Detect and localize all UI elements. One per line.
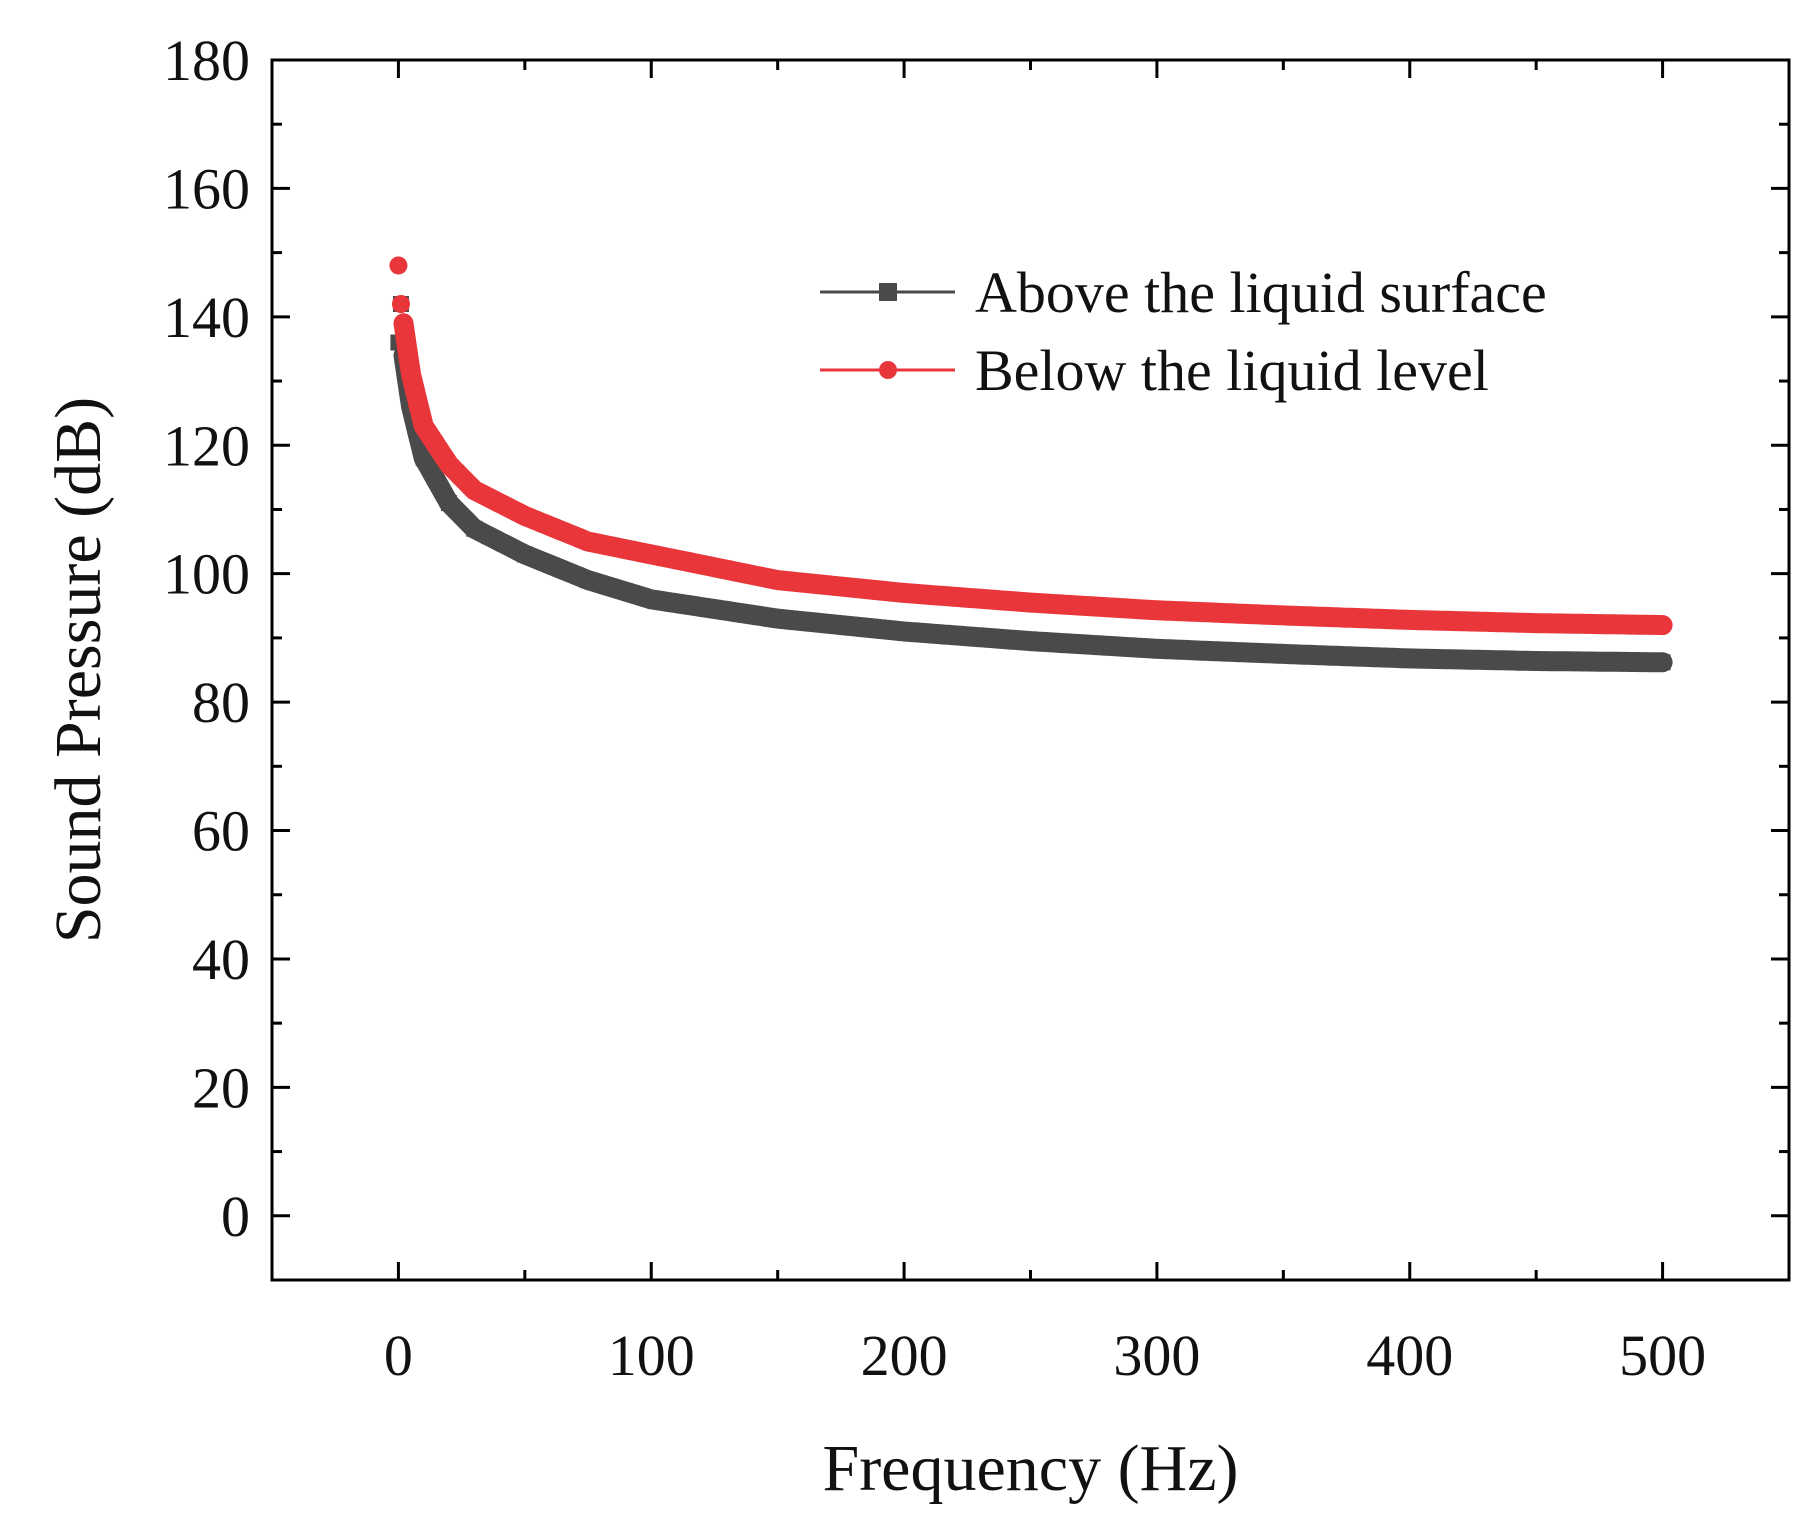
data-point [1654, 654, 1671, 671]
y-tick-label: 20 [192, 1055, 250, 1120]
data-point [580, 572, 597, 589]
legend-marker-circle [879, 361, 897, 379]
x-tick-label: 500 [1619, 1323, 1706, 1388]
series-below [389, 256, 1673, 636]
data-point [439, 455, 458, 474]
y-tick-label: 80 [192, 670, 250, 735]
data-point [415, 450, 432, 467]
data-point [1147, 601, 1166, 620]
data-point [1275, 645, 1292, 662]
data-point [1022, 633, 1039, 650]
data-point [414, 417, 433, 435]
legend-label-below: Below the liquid level [975, 338, 1489, 403]
data-point [1527, 614, 1546, 633]
y-tick-label: 60 [192, 799, 250, 864]
legend-entry-below: Below the liquid level [820, 338, 1489, 403]
tick-label-layer: 0 100 200 300 400 500 0 20 40 60 80 100 120 140 160 180 [163, 28, 1706, 1388]
legend-label-above: Above the liquid surface [975, 260, 1547, 325]
y-tick-label: 140 [163, 285, 250, 350]
data-point [1528, 653, 1545, 670]
x-tick-label: 400 [1366, 1323, 1453, 1388]
y-tick-label: 160 [163, 156, 250, 221]
data-point [465, 481, 484, 500]
data-point [1653, 616, 1672, 635]
data-point [466, 520, 483, 537]
x-tick-label: 200 [861, 1323, 948, 1388]
data-point [394, 314, 413, 333]
data-point [1401, 650, 1418, 667]
legend: Above the liquid surface Below the liqui… [820, 260, 1547, 403]
tick-layer [270, 58, 1791, 1282]
data-point [642, 545, 661, 564]
x-axis-title: Frequency (Hz) [823, 1432, 1239, 1505]
legend-marker-square [879, 283, 897, 301]
data-point [1400, 610, 1419, 629]
data-point [389, 256, 408, 275]
y-tick-label: 180 [163, 28, 250, 93]
legend-entry-above: Above the liquid surface [820, 260, 1547, 325]
data-point [896, 623, 913, 640]
data-point [768, 571, 787, 590]
y-tick-label: 40 [192, 927, 250, 992]
data-point [895, 583, 914, 602]
y-axis-title: Sound Pressure (dB) [42, 397, 115, 943]
data-point [515, 506, 534, 525]
data-point [769, 610, 786, 627]
data-point [1274, 606, 1293, 625]
data-point [440, 495, 457, 512]
x-tick-label: 0 [384, 1323, 413, 1388]
x-tick-label: 100 [608, 1323, 695, 1388]
data-point [402, 365, 421, 384]
data-layer [389, 256, 1673, 673]
data-point [643, 591, 660, 608]
data-point [391, 295, 410, 313]
data-point [1021, 593, 1040, 612]
y-tick-label: 0 [221, 1184, 250, 1249]
x-tick-label: 300 [1113, 1323, 1200, 1388]
data-point [516, 546, 533, 563]
data-point [1148, 640, 1165, 657]
data-point [579, 532, 598, 551]
y-tick-label: 120 [163, 413, 250, 478]
y-tick-label: 100 [163, 542, 250, 607]
